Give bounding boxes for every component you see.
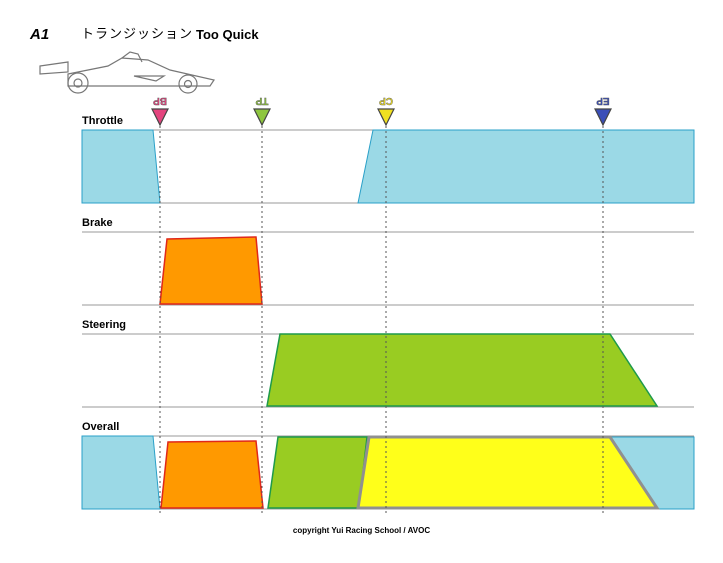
race-car-icon: [39, 51, 215, 94]
tp-marker-triangle: [253, 108, 271, 127]
overall-combined-area: [356, 435, 660, 510]
steering-label: Steering: [82, 319, 127, 331]
ep-marker-label: EP: [596, 95, 610, 106]
copyright-notice: copyright Yui Racing School / AVOC: [292, 526, 431, 535]
tp-marker-label: TP: [255, 95, 268, 106]
cp-marker-triangle: [377, 108, 395, 127]
diagram-id: A1: [30, 26, 50, 43]
bp-marker-triangle: [151, 108, 169, 127]
cp-marker-label: CP: [379, 95, 393, 106]
overall-label: Overall: [82, 421, 120, 433]
throttle-reapply-area: [357, 129, 695, 204]
brake-label: Brake: [82, 217, 113, 229]
bp-marker-label: BP: [153, 95, 167, 106]
diagram-title-japanese: トランジッション: [81, 27, 194, 42]
overall-steering: [267, 436, 368, 509]
overall-brake: [160, 440, 264, 509]
ep-marker-triangle: [594, 108, 612, 127]
overall-throttle-left: [81, 435, 161, 510]
throttle-label: Throttle: [82, 115, 123, 127]
brake-area: [159, 236, 263, 305]
steering-area: [266, 333, 659, 407]
throttle-release-area: [81, 129, 161, 204]
diagram-title: Too Quick: [196, 27, 259, 42]
